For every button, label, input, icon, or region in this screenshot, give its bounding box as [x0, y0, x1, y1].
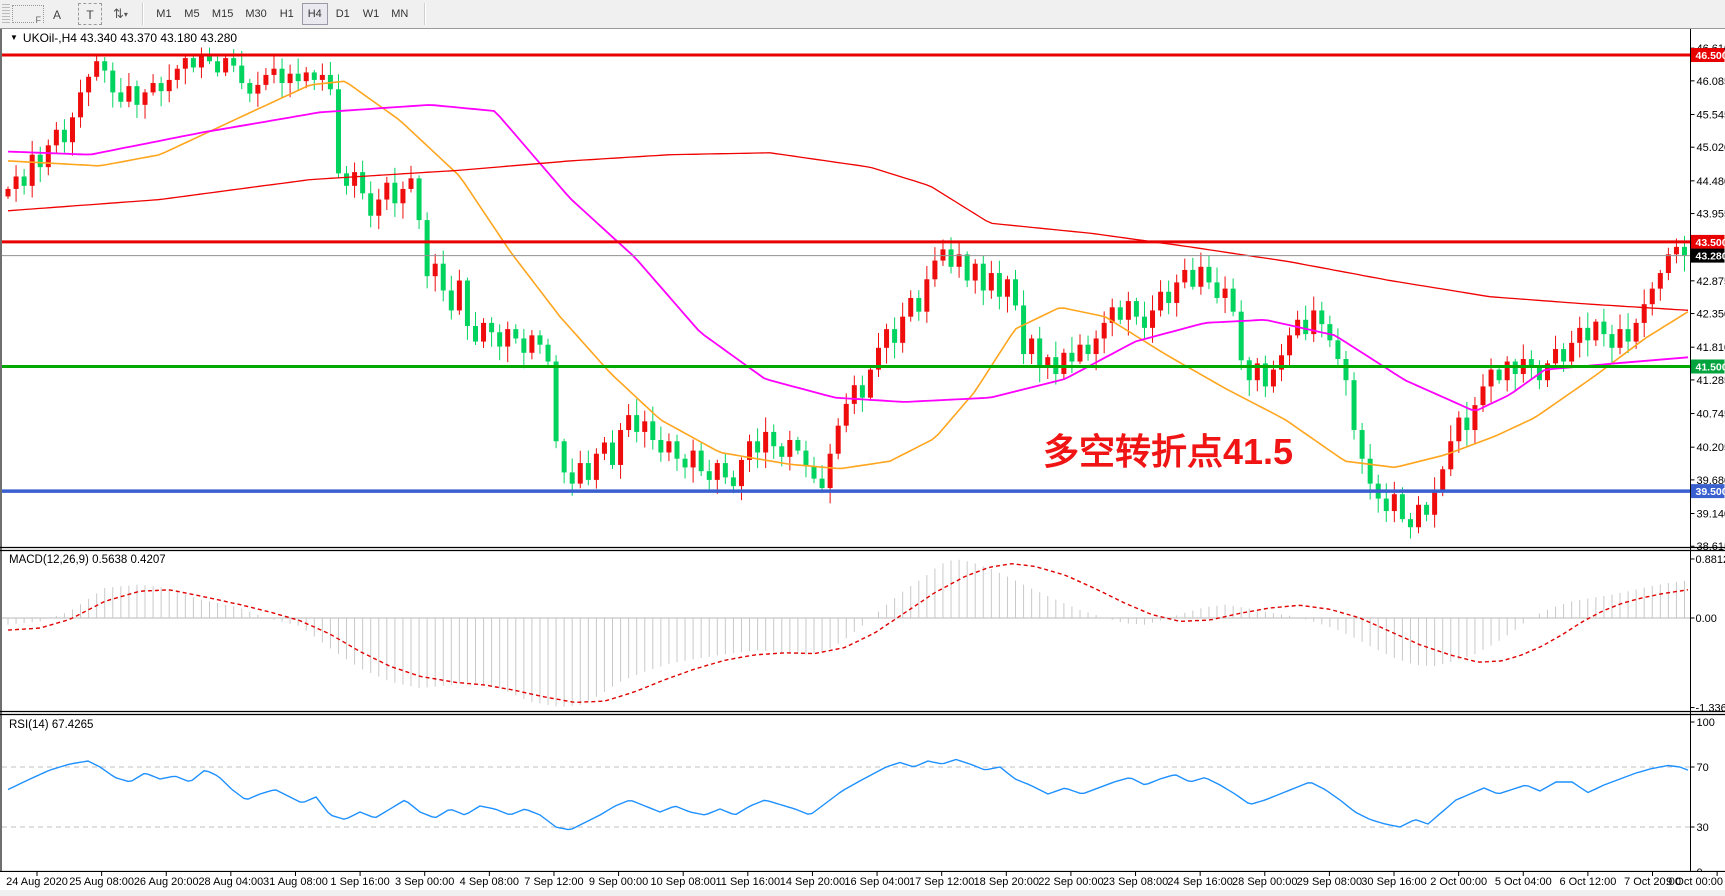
rsi-line	[7, 758, 1689, 831]
svg-text:10 Sep 08:00: 10 Sep 08:00	[650, 876, 715, 888]
svg-text:7 Oct 20:00: 7 Oct 20:00	[1624, 876, 1681, 888]
price-badge-43.500	[1691, 234, 1725, 249]
svg-text:25 Aug 08:00: 25 Aug 08:00	[69, 876, 134, 888]
macd-indicator-label: MACD(12,26,9) 0.5638 0.4207	[9, 554, 166, 566]
toolbar: F A T ⇅ ▾ M1 M5 M15 M30 H1 H4 D1 W1 MN	[0, 0, 1725, 29]
svg-text:43.280: 43.280	[1696, 251, 1725, 263]
toolbar-grip-icon[interactable]	[2, 4, 10, 24]
svg-text:14 Sep 20:00: 14 Sep 20:00	[780, 876, 845, 888]
timeframe-button-MN[interactable]: MN	[386, 3, 413, 25]
svg-text:41.285: 41.285	[1697, 375, 1725, 387]
svg-text:9 Oct 00:00: 9 Oct 00:00	[1666, 876, 1723, 888]
svg-text:24 Aug 2020: 24 Aug 2020	[6, 876, 68, 888]
timeframe-button-H1[interactable]: H1	[274, 3, 300, 25]
svg-text:0.00: 0.00	[1696, 613, 1717, 625]
ma_orange-line	[7, 80, 1689, 470]
svg-text:30: 30	[1697, 822, 1709, 834]
toolbar-separator	[141, 3, 144, 25]
svg-text:44.480: 44.480	[1697, 176, 1725, 188]
svg-text:18 Sep 20:00: 18 Sep 20:00	[974, 876, 1039, 888]
svg-text:70: 70	[1697, 762, 1709, 774]
svg-text:1 Sep 16:00: 1 Sep 16:00	[330, 876, 389, 888]
svg-text:3 Sep 00:00: 3 Sep 00:00	[395, 876, 454, 888]
svg-text:100: 100	[1697, 717, 1715, 729]
timeframe-button-D1[interactable]: D1	[330, 3, 356, 25]
svg-text:11 Sep 16:00: 11 Sep 16:00	[715, 876, 780, 888]
price-badge-43.280	[1691, 248, 1725, 263]
timeframe-button-H4[interactable]: H4	[301, 3, 328, 25]
timeframe-button-M5[interactable]: M5	[179, 3, 205, 25]
chart-title-text: UKOil-,H4 43.340 43.370 43.180 43.280	[22, 31, 238, 45]
chevron-down-icon[interactable]: ▾	[123, 9, 128, 19]
ma_magenta-line	[7, 104, 1689, 411]
svg-text:-1.3368: -1.3368	[1696, 703, 1725, 715]
svg-text:29 Sep 08:00: 29 Sep 08:00	[1297, 876, 1362, 888]
text-tool-button[interactable]: T	[78, 3, 102, 25]
svg-text:45.545: 45.545	[1697, 109, 1725, 121]
price-badge-46.500	[1691, 48, 1725, 62]
svg-text:28 Aug 04:00: 28 Aug 04:00	[198, 876, 263, 888]
svg-text:0.8812: 0.8812	[1696, 554, 1725, 566]
svg-text:17 Sep 12:00: 17 Sep 12:00	[909, 876, 974, 888]
svg-text:43.500: 43.500	[1696, 237, 1725, 249]
time-axis[interactable]: 24 Aug 2020 25 Aug 08:00 26 Aug 20:00 28 Au…	[0, 872, 1725, 890]
svg-text:7 Sep 12:00: 7 Sep 12:00	[524, 876, 583, 888]
svg-text:42.875: 42.875	[1697, 276, 1725, 288]
timeframe-button-M30[interactable]: M30	[240, 3, 271, 25]
timeframe-button-M1[interactable]: M1	[151, 3, 177, 25]
timeframe-bar: M1 M5 M15 M30 H1 H4 D1 W1 MN	[150, 3, 414, 25]
chart-canvas[interactable]: 46.61046.08545.54545.02044.48043.95542.8…	[0, 28, 1725, 896]
main-price-panel[interactable]	[2, 47, 1691, 539]
f-icon-label: F	[34, 15, 42, 25]
status-strip	[0, 890, 1725, 896]
svg-text:22 Sep 00:00: 22 Sep 00:00	[1038, 876, 1103, 888]
svg-text:23 Sep 08:00: 23 Sep 08:00	[1103, 876, 1168, 888]
price-axis[interactable]: 46.61046.08545.54545.02044.48043.95542.8…	[1690, 28, 1725, 879]
svg-text:39.140: 39.140	[1697, 509, 1725, 521]
svg-text:42.350: 42.350	[1697, 309, 1725, 321]
svg-text:2 Oct 00:00: 2 Oct 00:00	[1430, 876, 1487, 888]
svg-text:40.205: 40.205	[1697, 442, 1725, 454]
svg-text:31 Aug 08:00: 31 Aug 08:00	[263, 876, 328, 888]
svg-text:16 Sep 04:00: 16 Sep 04:00	[844, 876, 909, 888]
indicator-frame-f-icon[interactable]: F	[12, 5, 44, 25]
svg-text:46.085: 46.085	[1697, 76, 1725, 88]
cycle-arrows-icon[interactable]: ⇅	[113, 6, 124, 21]
svg-text:28 Sep 00:00: 28 Sep 00:00	[1232, 876, 1297, 888]
timeframe-button-W1[interactable]: W1	[358, 3, 385, 25]
price-badge-41.500	[1691, 359, 1725, 374]
macd-panel[interactable]	[2, 559, 1691, 707]
svg-text:46.500: 46.500	[1696, 50, 1725, 62]
svg-text:9 Sep 00:00: 9 Sep 00:00	[589, 876, 648, 888]
macd-signal-line	[7, 562, 1689, 704]
svg-text:43.955: 43.955	[1697, 209, 1725, 221]
rsi-indicator-label: RSI(14) 67.4265	[9, 719, 94, 731]
svg-text:39.500: 39.500	[1696, 486, 1725, 498]
svg-text:40.745: 40.745	[1697, 409, 1725, 421]
svg-text:5 Oct 04:00: 5 Oct 04:00	[1495, 876, 1552, 888]
svg-text:41.810: 41.810	[1697, 342, 1725, 354]
svg-text:26 Aug 20:00: 26 Aug 20:00	[134, 876, 199, 888]
toolbar-separator	[424, 3, 427, 25]
svg-text:41.500: 41.500	[1696, 362, 1725, 374]
triangle-down-icon[interactable]: ▼	[10, 33, 18, 42]
svg-text:4 Sep 08:00: 4 Sep 08:00	[460, 876, 519, 888]
chart-ohlc-title: ▼ UKOil-,H4 43.340 43.370 43.180 43.280	[10, 31, 237, 45]
ma_red-line	[7, 152, 1689, 311]
svg-text:24 Sep 16:00: 24 Sep 16:00	[1167, 876, 1232, 888]
svg-text:39.680: 39.680	[1697, 475, 1725, 487]
arrow-cursor-a-button[interactable]: A	[45, 3, 69, 25]
rsi-panel[interactable]	[2, 758, 1691, 831]
price-badge-39.500	[1691, 484, 1725, 499]
chart-text-annotation: 多空转折点41.5	[1043, 431, 1294, 472]
svg-text:30 Sep 16:00: 30 Sep 16:00	[1361, 876, 1426, 888]
timeframe-button-M15[interactable]: M15	[207, 3, 238, 25]
svg-text:45.020: 45.020	[1697, 142, 1725, 154]
svg-text:6 Oct 12:00: 6 Oct 12:00	[1559, 876, 1616, 888]
